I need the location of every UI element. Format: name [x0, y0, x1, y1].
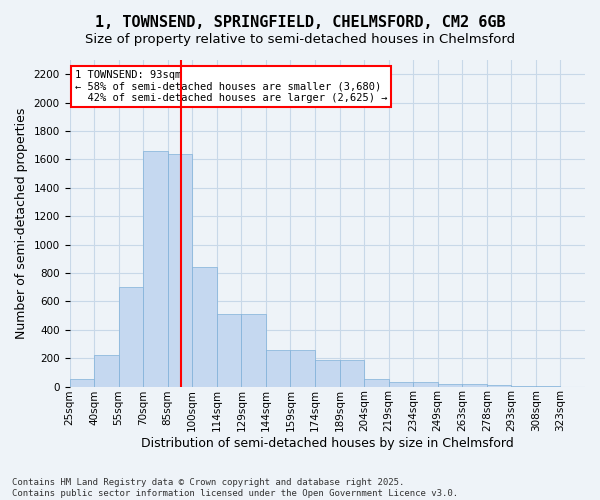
Y-axis label: Number of semi-detached properties: Number of semi-detached properties	[15, 108, 28, 339]
Bar	[94, 356, 119, 386]
Bar	[487, 385, 511, 386]
Bar	[168, 154, 192, 386]
Bar	[364, 378, 389, 386]
Text: 1, TOWNSEND, SPRINGFIELD, CHELMSFORD, CM2 6GB: 1, TOWNSEND, SPRINGFIELD, CHELMSFORD, CM…	[95, 15, 505, 30]
Bar	[241, 314, 266, 386]
Bar	[340, 360, 364, 386]
X-axis label: Distribution of semi-detached houses by size in Chelmsford: Distribution of semi-detached houses by …	[141, 437, 514, 450]
Bar	[462, 384, 487, 386]
Bar	[290, 350, 315, 387]
Bar	[438, 384, 462, 386]
Text: Contains HM Land Registry data © Crown copyright and database right 2025.
Contai: Contains HM Land Registry data © Crown c…	[12, 478, 458, 498]
Bar	[192, 268, 217, 386]
Bar	[217, 314, 241, 386]
Bar	[389, 382, 413, 386]
Bar	[413, 382, 438, 386]
Text: Size of property relative to semi-detached houses in Chelmsford: Size of property relative to semi-detach…	[85, 32, 515, 46]
Bar	[70, 380, 94, 386]
Bar	[266, 350, 290, 387]
Bar	[119, 287, 143, 386]
Bar	[315, 360, 340, 386]
Bar	[143, 151, 168, 386]
Text: 1 TOWNSEND: 93sqm
← 58% of semi-detached houses are smaller (3,680)
  42% of sem: 1 TOWNSEND: 93sqm ← 58% of semi-detached…	[74, 70, 387, 103]
